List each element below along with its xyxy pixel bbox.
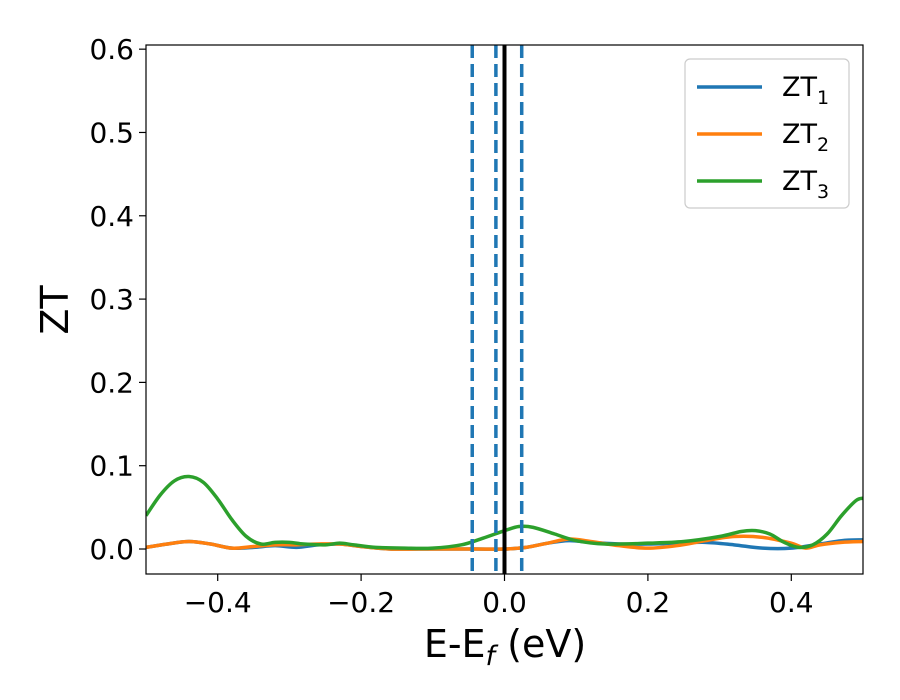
y-tick-label: 0.2	[89, 366, 134, 399]
y-tick-label: 0.0	[89, 533, 134, 566]
y-axis-label: ZT	[33, 285, 77, 335]
y-tick-label: 0.1	[89, 450, 134, 483]
plot-area	[145, 44, 864, 575]
legend: ZT1 ZT2 ZT3	[684, 58, 850, 209]
y-axis-ticks: 0.0 0.1 0.2 0.3 0.4 0.5 0.6	[89, 33, 146, 566]
legend-label-zt2: ZT2	[782, 119, 829, 156]
vertical-lines	[470, 45, 524, 574]
legend-label-zt3: ZT3	[782, 166, 829, 203]
y-tick-label: 0.6	[89, 33, 134, 66]
legend-box	[684, 58, 850, 209]
series-line-zt3	[146, 474, 863, 551]
x-axis-label: E-Ef (eV)	[424, 622, 586, 672]
x-axis-ticks: −0.4 −0.2 0.0 0.2 0.4	[184, 574, 814, 619]
x-tick-label: 0.0	[482, 586, 527, 619]
x-axis-label-main: E-E	[424, 622, 486, 666]
x-tick-label: −0.2	[327, 586, 395, 619]
y-tick-label: 0.3	[89, 283, 134, 316]
y-tick-label: 0.4	[89, 200, 134, 233]
y-tick-label: 0.5	[89, 116, 134, 149]
x-tick-label: 0.4	[769, 586, 814, 619]
x-tick-label: 0.2	[626, 586, 671, 619]
x-axis-label-unit: (eV)	[495, 622, 586, 666]
x-tick-label: −0.4	[184, 586, 252, 619]
legend-label-zt1: ZT1	[782, 72, 829, 109]
